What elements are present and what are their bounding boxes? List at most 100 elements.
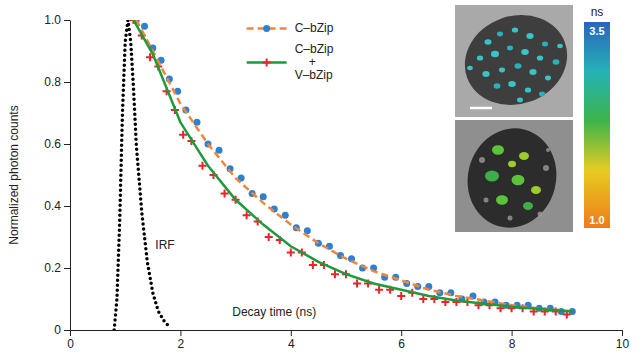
- tick-mark: [64, 144, 70, 145]
- tick: 8: [509, 330, 516, 351]
- speckle: [542, 42, 548, 47]
- speckle: [515, 63, 522, 69]
- tick-label: 0.2: [44, 261, 61, 275]
- tick-mark: [180, 330, 181, 336]
- speckle: [508, 161, 516, 167]
- legend-item: C–bZip: [247, 21, 334, 35]
- tick-label: 8: [509, 337, 516, 351]
- colorbar-scale: [584, 22, 610, 228]
- inset-image: [452, 1, 580, 119]
- tick-label: 0: [54, 323, 61, 337]
- tick-label: 10: [616, 337, 630, 351]
- speckle: [545, 76, 551, 81]
- tick-label: 1.0: [44, 13, 61, 27]
- colorbar-tick-label: 1.0: [589, 214, 604, 226]
- tick-mark: [64, 330, 70, 331]
- axis-line: [70, 21, 71, 331]
- tick-mark: [622, 330, 623, 336]
- speckle: [519, 152, 529, 160]
- tick-label: 6: [398, 337, 405, 351]
- speckle: [523, 202, 533, 210]
- speckle: [521, 49, 529, 55]
- point: [265, 233, 273, 241]
- tick-mark: [64, 82, 70, 83]
- tick-label: 0.6: [44, 137, 61, 151]
- speckle: [531, 186, 541, 194]
- speckle: [477, 55, 483, 60]
- speckle: [517, 98, 523, 103]
- nucleus: [457, 118, 568, 237]
- colorbar-tick-label: 3.5: [589, 25, 604, 37]
- speckle: [485, 39, 492, 45]
- colorbar: ns 3.5 1.0: [584, 5, 610, 228]
- speckle: [508, 81, 516, 87]
- point: [141, 23, 148, 30]
- speckle: [497, 32, 503, 37]
- tick-mark: [401, 330, 402, 336]
- tick: 4: [288, 330, 295, 351]
- speckle: [512, 175, 525, 185]
- speckle: [553, 59, 560, 64]
- speckle: [484, 198, 489, 203]
- axis-line: [71, 330, 623, 331]
- speckle: [512, 27, 518, 32]
- legend-item: C–bZip+V–bZip: [247, 42, 334, 82]
- tick: 10: [616, 330, 630, 351]
- legend-label: C–bZip+V–bZip: [295, 42, 334, 82]
- point: [397, 292, 405, 300]
- speckle: [485, 170, 499, 181]
- tick-label: 0: [67, 337, 74, 351]
- series-points: [129, 20, 570, 319]
- scale-bar: [470, 107, 492, 110]
- speckle: [499, 68, 505, 73]
- speckle: [525, 87, 531, 92]
- colorbar-title: ns: [591, 5, 604, 19]
- plot-marks: [114, 20, 576, 330]
- tick-mark: [291, 330, 292, 336]
- x-axis: 0 2 4 6 8 10: [67, 330, 629, 351]
- x-axis-title: Decay time (ns): [232, 305, 316, 319]
- legend-marker: [263, 25, 270, 32]
- tick-mark: [512, 330, 513, 336]
- nucleus: [452, 1, 580, 119]
- tick: 0.8: [44, 75, 70, 89]
- tick: 0: [54, 323, 70, 337]
- point: [353, 280, 361, 288]
- speckle: [539, 92, 545, 97]
- point: [375, 286, 383, 294]
- legend-marker: [263, 59, 271, 67]
- speckle: [479, 157, 485, 163]
- tick: 0: [67, 330, 74, 351]
- speckle: [543, 165, 549, 171]
- tick: 0.6: [44, 137, 70, 151]
- speckle: [537, 55, 543, 60]
- tick-mark: [64, 20, 70, 21]
- speckle: [538, 212, 543, 217]
- tick: 1.0: [44, 13, 70, 27]
- speckle: [557, 44, 563, 48]
- fit-line: [136, 20, 572, 311]
- tick: 6: [398, 330, 405, 351]
- speckle: [496, 195, 508, 205]
- speckle: [546, 148, 550, 152]
- fit-line: [133, 20, 572, 311]
- tick: 0.2: [44, 261, 70, 275]
- speckle: [482, 71, 489, 77]
- tick: 2: [178, 330, 185, 351]
- speckle: [494, 83, 501, 88]
- speckle: [491, 51, 499, 57]
- tick-label: 2: [178, 337, 185, 351]
- speckle: [467, 66, 473, 70]
- legend-label: C–bZip: [295, 21, 334, 35]
- series-label: IRF: [155, 238, 174, 252]
- point: [309, 261, 317, 269]
- point: [193, 119, 200, 126]
- inset-image: [455, 118, 573, 237]
- tick-label: 0.8: [44, 75, 61, 89]
- legend: C–bZip C–bZip+V–bZip: [247, 21, 334, 82]
- speckle: [492, 145, 504, 155]
- tick-label: 4: [288, 337, 295, 351]
- inset: [452, 1, 580, 238]
- speckle: [507, 46, 513, 51]
- speckle: [529, 69, 536, 75]
